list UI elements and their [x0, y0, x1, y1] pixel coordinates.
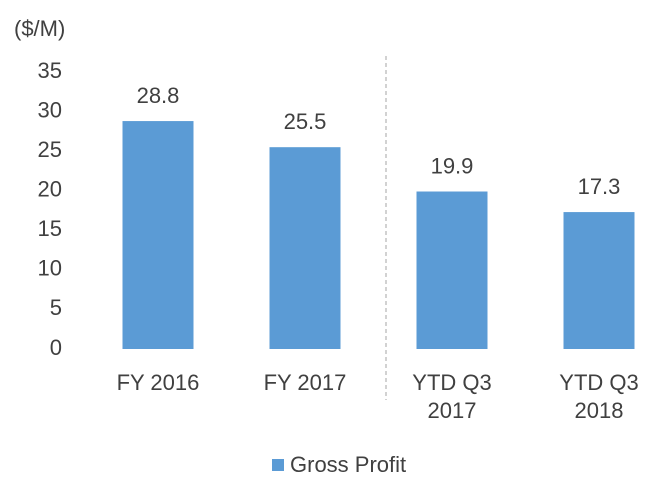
- x-tick-label: FY 2016: [116, 370, 200, 395]
- x-tick-label: YTD Q3 2018: [559, 370, 639, 423]
- value-label: 25.5: [284, 109, 327, 134]
- y-tick-label: 30: [38, 97, 62, 122]
- bar: [269, 147, 341, 349]
- bar: [563, 212, 635, 349]
- y-tick-label: 5: [50, 295, 62, 320]
- y-tick-label: 15: [38, 216, 62, 241]
- y-tick-label: 10: [38, 256, 62, 281]
- legend-swatch: [272, 459, 284, 471]
- x-tick-label: FY 2017: [263, 370, 347, 395]
- y-tick-label: 0: [50, 335, 62, 360]
- y-tick-label: 20: [38, 177, 62, 202]
- value-label: 19.9: [431, 153, 474, 178]
- y-tick-label: 25: [38, 137, 62, 162]
- bar: [122, 121, 194, 349]
- bar: [416, 191, 488, 349]
- value-label: 28.8: [137, 83, 180, 108]
- x-tick-label: YTD Q3 2017: [412, 370, 492, 423]
- y-tick-label: 35: [38, 58, 62, 83]
- legend-label: Gross Profit: [290, 452, 406, 477]
- axis-unit: ($/M): [14, 16, 65, 41]
- value-label: 17.3: [578, 174, 621, 199]
